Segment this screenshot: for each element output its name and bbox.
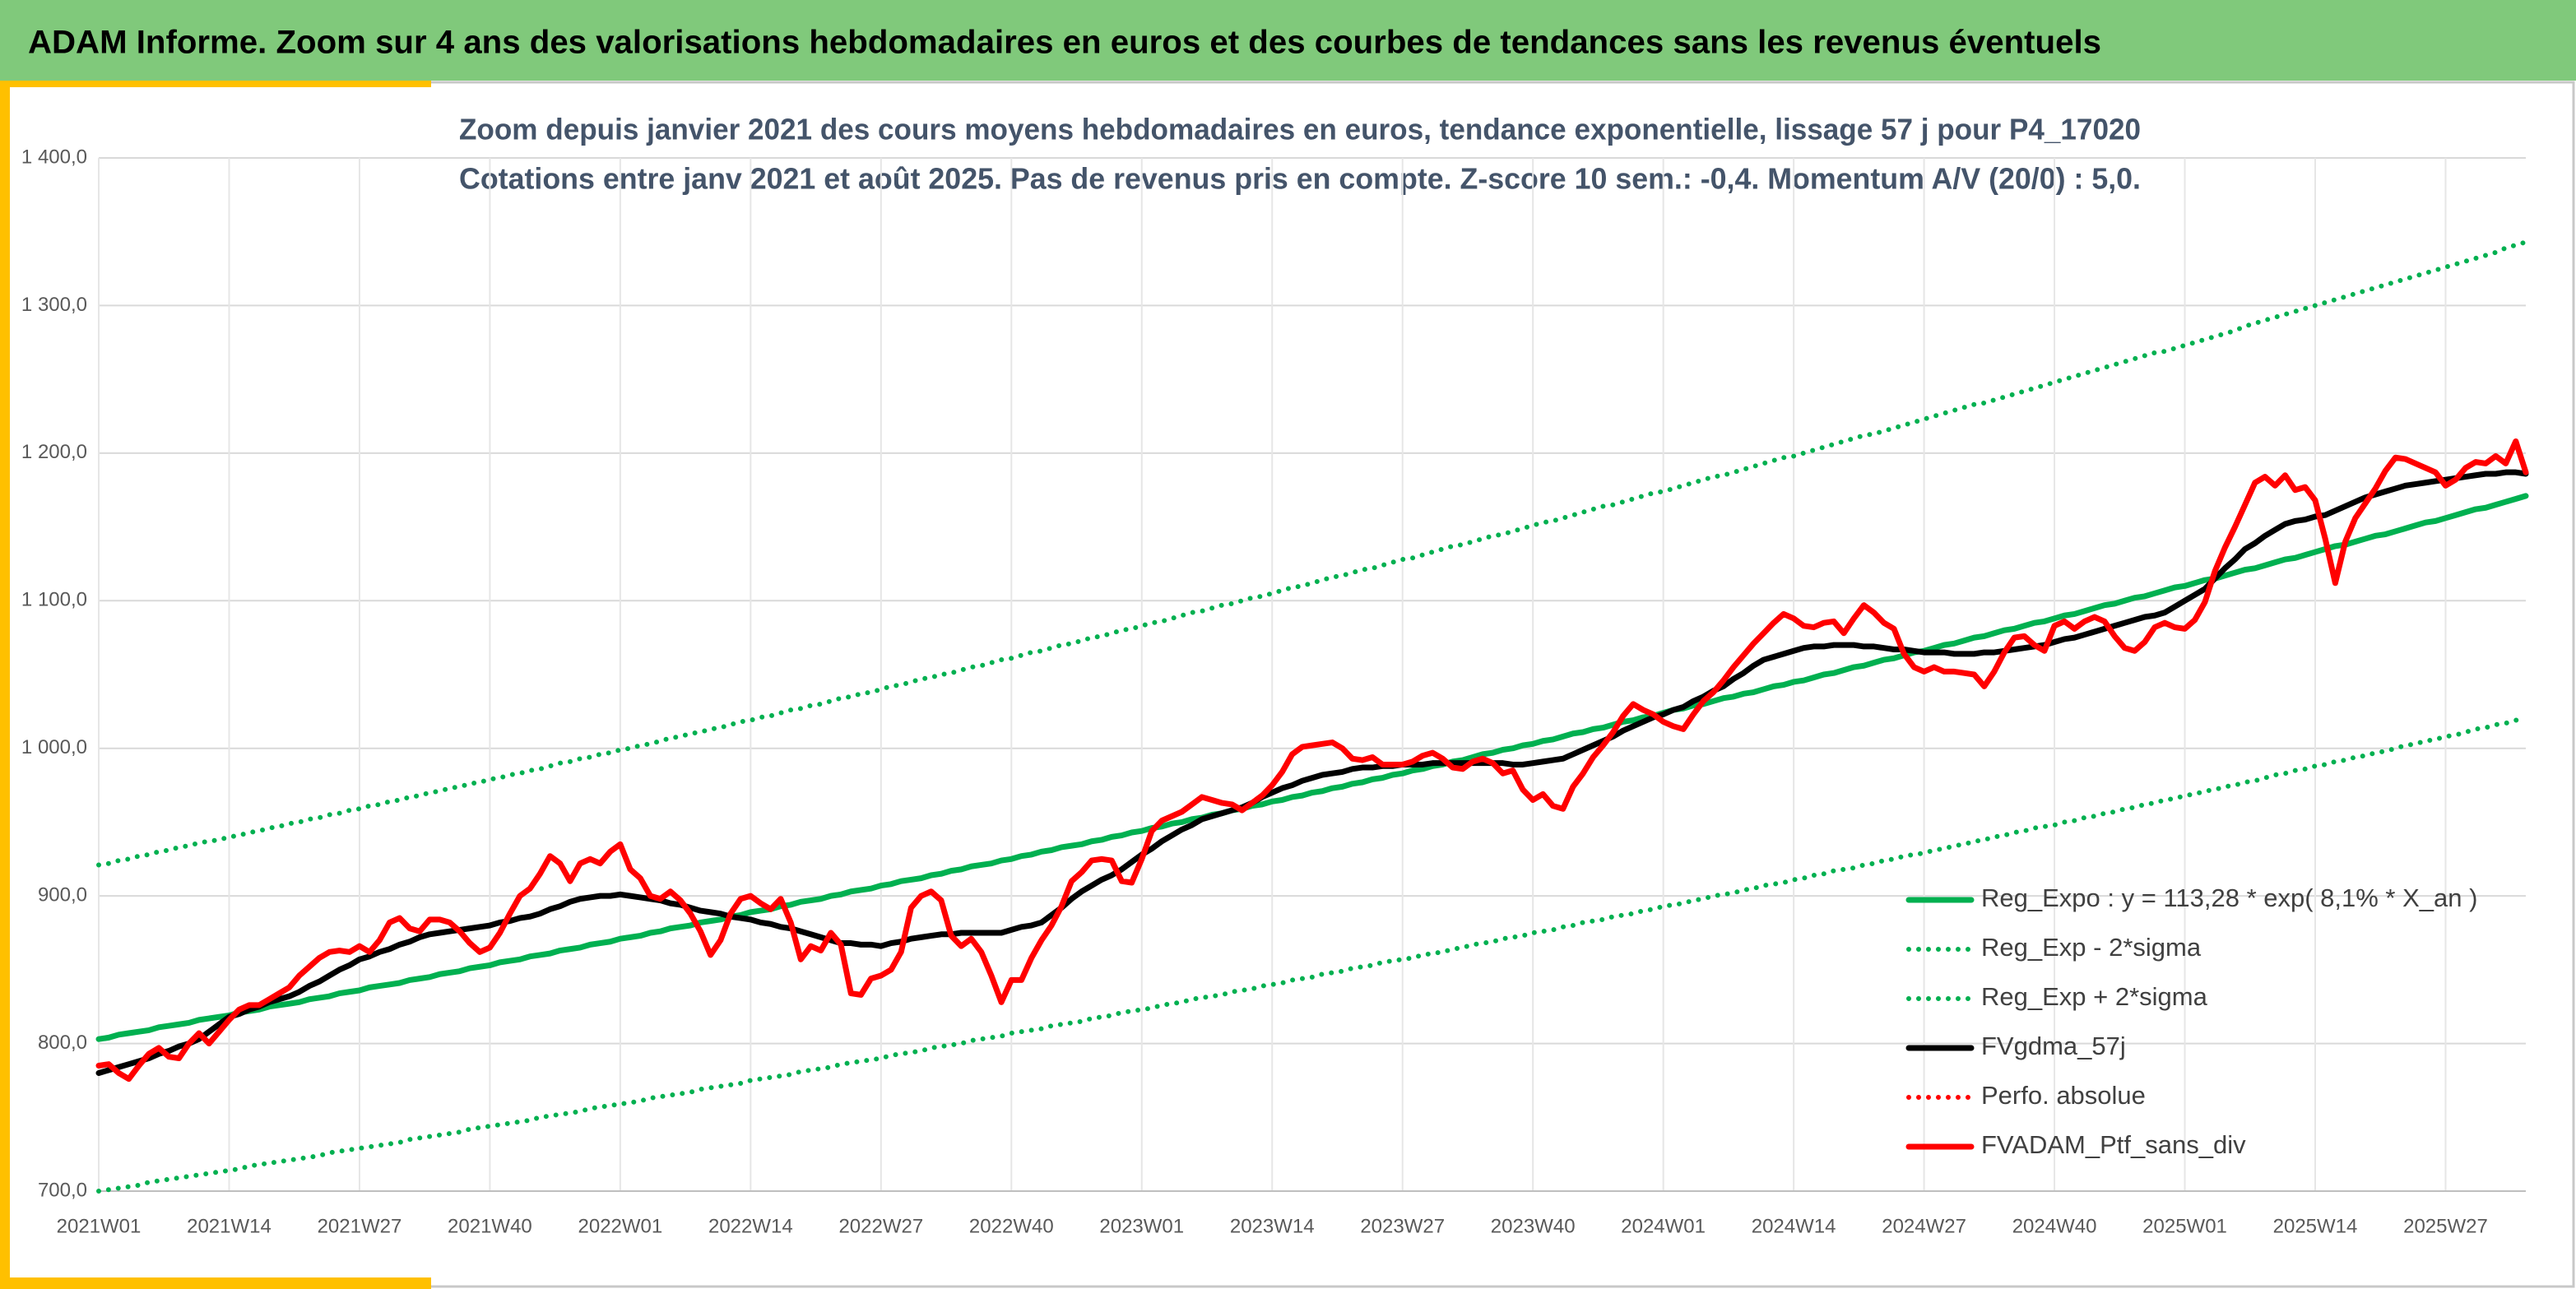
x-tick-label: 2021W40 [448,1215,532,1237]
x-tick-label: 2024W01 [1621,1215,1706,1237]
x-tick-label: 2024W14 [1752,1215,1836,1237]
accent-top [0,81,431,87]
subtitle-line: Zoom depuis janvier 2021 des cours moyen… [459,113,2141,146]
y-tick-label: 1 100,0 [21,589,87,611]
x-tick-label: 2025W01 [2142,1215,2227,1237]
y-tick-label: 800,0 [38,1032,87,1054]
legend-label: Reg_Exp - 2*sigma [1981,933,2202,962]
legend-label: FVADAM_Ptf_sans_div [1981,1130,2246,1159]
x-tick-label: 2022W40 [969,1215,1054,1237]
legend-label: Perfo. absolue [1981,1081,2146,1110]
subtitle-line: Cotations entre janv 2021 et août 2025. … [459,162,2141,196]
x-tick-label: 2023W40 [1491,1215,1576,1237]
accent-left [0,82,10,1283]
series-line [95,493,2529,1042]
chart-title: ADAM Informe. Zoom sur 4 ans des valoris… [28,25,2101,61]
y-tick-label: 1 400,0 [21,146,87,168]
legend-label: Reg_Exp + 2*sigma [1981,982,2208,1011]
legend-label: Reg_Expo : y = 113,28 * exp( 8,1% * X_an… [1981,883,2477,912]
y-tick-label: 700,0 [38,1179,87,1201]
x-tick-label: 2025W27 [2403,1215,2488,1237]
accent-bottom [0,1277,431,1289]
x-tick-label: 2022W01 [578,1215,663,1237]
series-line [96,239,2528,868]
x-tick-label: 2022W14 [708,1215,793,1237]
y-tick-label: 1 300,0 [21,294,87,316]
x-tick-label: 2024W27 [1882,1215,1966,1237]
plot [95,239,2529,1194]
x-tick-label: 2023W14 [1230,1215,1315,1237]
x-tick-label: 2022W27 [838,1215,923,1237]
x-tick-label: 2021W01 [57,1215,142,1237]
x-tick-label: 2023W27 [1360,1215,1445,1237]
legend-label: FVgdma_57j [1981,1032,2126,1060]
legend: Reg_Expo : y = 113,28 * exp( 8,1% * X_an… [1905,883,2477,1159]
y-tick-label: 1 200,0 [21,441,87,463]
x-tick-label: 2024W40 [2012,1215,2097,1237]
x-tick-label: 2023W01 [1099,1215,1184,1237]
series-line [95,438,2529,1083]
series-line [96,716,2528,1194]
y-tick-label: 900,0 [38,883,87,906]
x-tick-label: 2021W27 [318,1215,402,1237]
grid: 700,0 800,0 900,0 1 000,0 1 100,0 1 200,0 1 30… [21,146,2526,1237]
y-tick-label: 1 000,0 [21,736,87,758]
x-tick-label: 2021W14 [187,1215,272,1237]
header-bar [0,0,2576,81]
x-tick-label: 2025W14 [2273,1215,2358,1237]
